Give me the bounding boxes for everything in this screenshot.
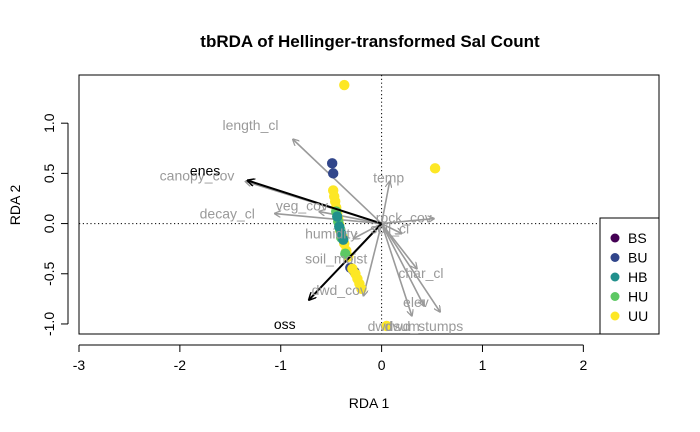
site-point-bu bbox=[326, 158, 338, 169]
legend: BS BU HB HU UU bbox=[599, 217, 660, 335]
species-label-oss: oss bbox=[274, 316, 296, 332]
legend-label-bs: BS bbox=[628, 230, 647, 246]
species-labels: enes oss bbox=[190, 162, 296, 332]
legend-label-hu: HU bbox=[628, 289, 648, 305]
site-point-hb bbox=[338, 234, 349, 245]
y-tick-label: -0.5 bbox=[41, 261, 57, 285]
x-tick-label: 0 bbox=[378, 357, 386, 373]
environment-labels: length_cl canopy_cov decay_cl veg_cov temp ro… bbox=[160, 117, 464, 334]
legend-box bbox=[599, 217, 660, 335]
site-point-hu bbox=[340, 248, 351, 259]
env-label-soil-cl: soil_cl bbox=[370, 221, 409, 237]
species-arrow-enes bbox=[247, 180, 382, 225]
legend-marker-uu bbox=[610, 311, 620, 321]
legend-label-hb: HB bbox=[628, 269, 647, 285]
env-label-soil-moist: soil_moist bbox=[305, 251, 367, 267]
site-point-uu bbox=[339, 79, 350, 91]
env-arrow-humidity bbox=[353, 222, 382, 239]
legend-marker-hb bbox=[610, 272, 620, 282]
y-tick-label: -1.0 bbox=[41, 312, 57, 336]
species-arrow-oss bbox=[309, 222, 383, 300]
y-axis: -1.0 -0.5 0.0 0.5 1.0 bbox=[41, 113, 69, 336]
legend-marker-bs bbox=[610, 233, 620, 243]
species-label-enes: enes bbox=[190, 162, 220, 178]
env-arrow-dwd-cov bbox=[363, 223, 383, 296]
species-vectors bbox=[247, 180, 383, 300]
x-tick-label: -2 bbox=[174, 357, 187, 373]
site-point-uu bbox=[356, 283, 367, 295]
env-label-canopy-cov: canopy_cov bbox=[160, 167, 235, 183]
x-tick-label: 2 bbox=[579, 357, 587, 373]
env-arrow-elev bbox=[380, 223, 424, 306]
site-point-bu bbox=[327, 168, 339, 179]
env-label-dwdsum: dwdsum bbox=[368, 318, 420, 334]
env-arrow-veg-cov bbox=[319, 212, 382, 225]
site-point-hb bbox=[332, 211, 343, 222]
x-tick-label: 1 bbox=[479, 357, 487, 373]
env-arrow-rock-cov bbox=[381, 219, 434, 225]
plot-frame bbox=[78, 74, 660, 335]
x-tick-label: -3 bbox=[73, 357, 86, 373]
env-arrow-length-cl bbox=[293, 139, 383, 225]
site-point-uu bbox=[429, 163, 441, 174]
env-arrow-dwdsum bbox=[380, 223, 412, 316]
env-arrow-decay-cl bbox=[275, 214, 382, 225]
legend-marker-hu bbox=[610, 292, 620, 301]
x-axis: -3 -2 -1 0 1 2 bbox=[73, 344, 587, 373]
env-label-veg-cov: veg_cov bbox=[276, 198, 328, 214]
env-arrow-soil-cl bbox=[381, 222, 402, 234]
env-label-length-cl: length_cl bbox=[222, 117, 278, 133]
env-label-humidity: humidity bbox=[305, 226, 357, 242]
env-label-rock-cov: rock_cov bbox=[376, 210, 432, 226]
env-arrow-temp bbox=[380, 181, 390, 224]
y-tick-label: 0.0 bbox=[41, 214, 57, 234]
y-tick-label: 1.0 bbox=[41, 113, 57, 133]
y-tick-label: 0.5 bbox=[41, 163, 57, 183]
env-label-elev: elev bbox=[403, 294, 429, 310]
env-label-decay-cl: decay_cl bbox=[200, 206, 255, 222]
x-axis-label: RDA 1 bbox=[349, 395, 390, 411]
chart-title: tbRDA of Hellinger-transformed Sal Count bbox=[200, 32, 540, 51]
site-points bbox=[326, 79, 441, 332]
env-label-dwd-cov: dwd_cov bbox=[312, 282, 367, 298]
reference-lines bbox=[79, 75, 659, 334]
env-label-char-cl: char_cl bbox=[398, 265, 443, 281]
y-axis-label: RDA 2 bbox=[7, 185, 23, 226]
env-label-dwd-stumps: dwd_stumps bbox=[385, 318, 464, 334]
env-arrow-dwd-stumps bbox=[380, 223, 441, 312]
legend-label-uu: UU bbox=[628, 308, 648, 324]
x-tick-label: -1 bbox=[275, 357, 288, 373]
site-point-uu bbox=[381, 320, 392, 332]
env-label-temp: temp bbox=[373, 169, 404, 185]
legend-label-bu: BU bbox=[628, 250, 647, 266]
legend-marker-bu bbox=[610, 253, 620, 262]
